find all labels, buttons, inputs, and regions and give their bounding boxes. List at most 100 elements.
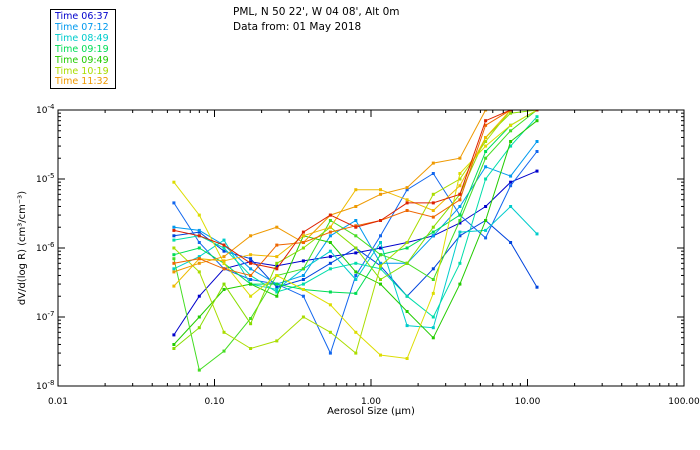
data-point [275,290,279,294]
data-point [535,119,539,123]
data-point [354,234,358,238]
data-point [431,192,435,196]
data-point [354,291,358,295]
data-point [222,259,226,263]
data-point [172,347,176,350]
data-point [484,165,488,169]
data-point [484,236,488,240]
data-point [379,192,382,196]
data-point [458,205,462,208]
legend-item-5: Time 09:49 [55,54,109,66]
data-point [509,110,513,112]
data-point [509,180,513,184]
data-point [222,243,226,247]
data-point [328,330,332,334]
data-point [431,209,435,212]
data-point [509,184,513,188]
data-point [172,228,176,232]
data-point [431,267,435,271]
data-point [484,119,488,123]
x-tick-label: 0.10 [204,397,224,407]
data-point [222,249,226,253]
data-point [458,177,462,181]
data-point [354,225,358,229]
series-1 [172,169,539,337]
data-point [172,333,176,337]
data-point [379,282,382,286]
data-point [405,246,409,250]
data-point [275,282,279,286]
data-point [379,253,382,257]
data-point [328,303,332,307]
data-point [197,230,201,234]
data-point [484,205,488,208]
data-point [431,315,435,319]
x-tick-label: 10.00 [515,397,541,407]
data-point [328,255,332,259]
data-point [328,213,332,217]
data-point [197,326,201,330]
data-point [275,255,279,259]
data-point [197,255,201,259]
data-point [354,278,358,281]
data-point [275,261,279,265]
data-point [354,219,358,222]
data-point [458,172,462,175]
data-point [172,246,176,250]
data-point [301,294,305,298]
data-point [379,261,382,265]
series-line-15 [173,110,537,277]
data-point [354,274,358,277]
data-point [328,219,332,222]
data-point [484,123,488,127]
data-point [509,241,513,244]
data-point [405,357,409,360]
data-point [275,225,279,229]
data-point [328,351,332,355]
data-point [431,278,435,281]
series-line-13 [173,110,537,287]
data-point [379,353,382,357]
y-tick-label: 10-4 [36,103,55,116]
data-point [458,221,462,225]
data-point [197,261,201,265]
data-point [301,246,305,250]
y-tick-label: 10-6 [36,241,55,254]
data-point [249,322,253,326]
data-point [172,284,176,288]
data-point [354,330,358,334]
data-point [249,261,253,265]
data-point [509,129,513,133]
data-point [431,225,435,229]
legend-item-4: Time 09:19 [55,43,109,55]
legend-item-3: Time 08:49 [55,32,109,44]
data-point [172,253,176,257]
data-point [405,198,409,202]
data-point [222,267,226,271]
data-point [222,282,226,286]
data-point [197,270,201,274]
data-point [172,238,176,242]
data-point [535,110,539,112]
data-point [458,230,462,234]
data-point [172,257,176,261]
data-point [249,278,253,281]
y-tick-label: 10-5 [36,172,54,185]
data-point [172,225,176,229]
data-point [484,144,488,148]
series-line-2 [173,219,538,297]
data-point [354,188,358,192]
data-point [197,234,201,238]
data-point [405,201,409,205]
data-point [275,339,279,343]
data-point [535,232,539,236]
data-point [328,241,332,244]
data-point [354,246,358,250]
data-point [197,241,201,244]
legend-item-2: Time 07:12 [55,21,109,33]
data-point [405,294,409,298]
data-point [431,326,435,330]
data-point [172,234,176,238]
series-13 [172,110,539,288]
